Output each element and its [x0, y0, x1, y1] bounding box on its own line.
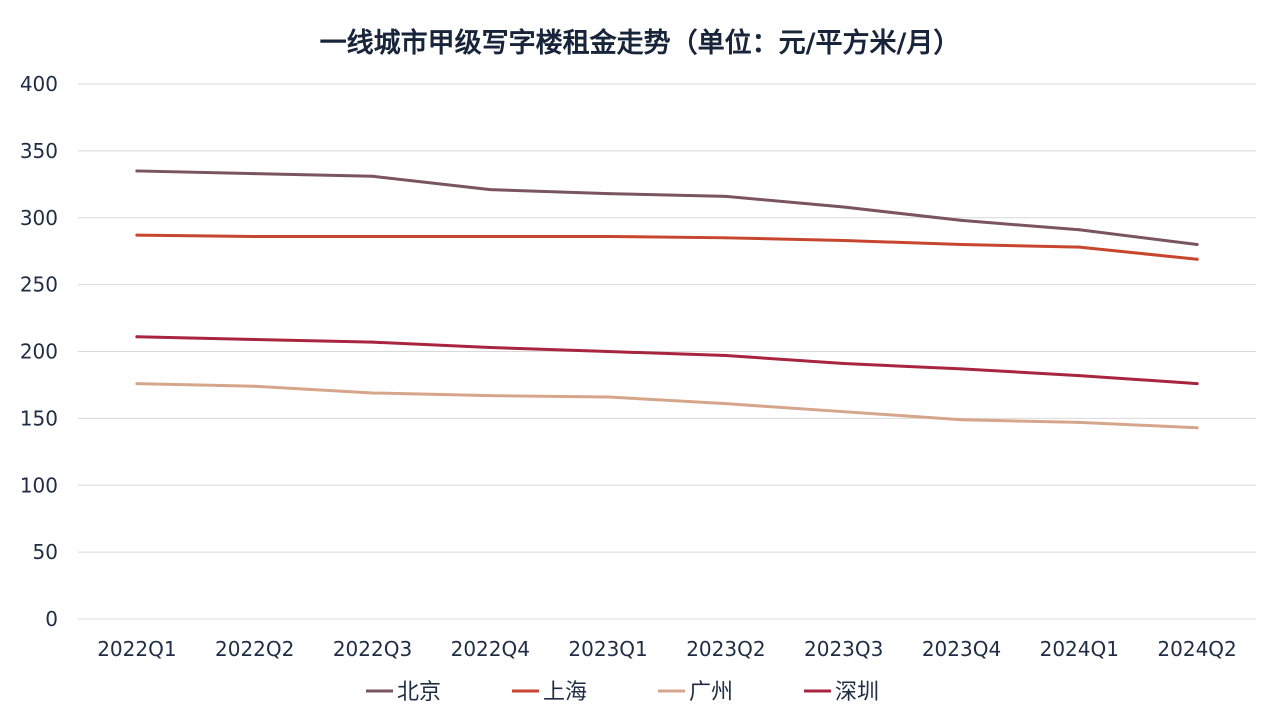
x-tick-label: 2023Q1 [568, 637, 647, 661]
data-point [1077, 228, 1081, 232]
data-point [606, 395, 610, 399]
data-point [253, 234, 257, 238]
data-point [135, 169, 139, 173]
data-point [960, 418, 963, 422]
data-point [253, 384, 257, 388]
data-point [135, 233, 139, 237]
data-point [842, 238, 846, 242]
legend: 北京 上海 广州 深圳 [366, 680, 879, 705]
data-point [960, 367, 963, 371]
series-3 [135, 335, 1199, 386]
data-point [960, 243, 963, 246]
data-point [842, 410, 846, 414]
data-point [606, 350, 610, 353]
x-tick-label: 2023Q3 [804, 637, 883, 661]
x-tick-label: 2023Q4 [922, 637, 1001, 661]
data-point [1195, 382, 1199, 386]
data-point [488, 188, 492, 192]
series-2 [135, 382, 1199, 430]
data-point [1195, 426, 1199, 430]
y-tick-label: 200 [20, 340, 58, 364]
data-point [135, 382, 139, 386]
x-tick-label: 2022Q4 [451, 637, 530, 661]
data-point [842, 205, 846, 209]
series-line [135, 169, 1199, 246]
data-point [960, 218, 963, 222]
data-point [1077, 245, 1081, 249]
data-point [135, 335, 139, 339]
data-point [371, 391, 374, 395]
series-line [135, 382, 1199, 430]
data-point [488, 394, 492, 398]
legend-label: 广州 [689, 680, 733, 705]
legend-label: 上海 [543, 680, 587, 705]
series-0 [135, 169, 1199, 246]
chart-title: 一线城市甲级写字楼租金走势（单位：元/平方米/月） [320, 27, 961, 59]
data-point [371, 340, 374, 344]
y-tick-label: 100 [20, 473, 58, 497]
y-tick-label: 250 [20, 273, 58, 297]
y-axis-ticks: 0 50 100 150 200 250 300 350 400 [20, 72, 58, 631]
data-point [724, 194, 728, 198]
gridlines [78, 83, 1256, 620]
data-point [488, 234, 492, 238]
data-point [724, 402, 728, 406]
legend-label: 北京 [397, 680, 441, 705]
data-point [1195, 243, 1199, 246]
data-point [724, 236, 728, 240]
x-tick-label: 2024Q2 [1157, 637, 1236, 661]
data-point [724, 354, 728, 358]
data-point [842, 362, 846, 366]
y-tick-label: 300 [20, 206, 58, 230]
data-point [1195, 257, 1199, 261]
data-point [253, 337, 257, 341]
x-tick-label: 2022Q3 [333, 637, 412, 661]
x-tick-label: 2024Q1 [1040, 637, 1119, 661]
series-line [135, 233, 1199, 261]
x-tick-label: 2022Q1 [97, 637, 176, 661]
data-point [253, 172, 257, 176]
data-point [1077, 374, 1081, 378]
legend-label: 深圳 [835, 680, 879, 705]
data-point [606, 234, 610, 238]
series-line [135, 335, 1199, 386]
y-tick-label: 350 [20, 139, 58, 163]
data-point [371, 174, 374, 178]
series-1 [135, 233, 1199, 261]
x-tick-label: 2022Q2 [215, 637, 294, 661]
data-point [606, 192, 610, 196]
data-point [1077, 420, 1081, 424]
x-tick-label: 2023Q2 [686, 637, 765, 661]
x-axis-ticks: 2022Q1 2022Q2 2022Q3 2022Q4 2023Q1 2023Q2 2023… [97, 637, 1237, 661]
y-tick-label: 0 [45, 607, 58, 631]
data-point [488, 345, 492, 349]
series-lines [135, 169, 1199, 430]
data-point [371, 234, 374, 238]
y-tick-label: 50 [33, 540, 58, 564]
y-tick-label: 150 [20, 406, 58, 430]
y-tick-label: 400 [20, 72, 58, 96]
